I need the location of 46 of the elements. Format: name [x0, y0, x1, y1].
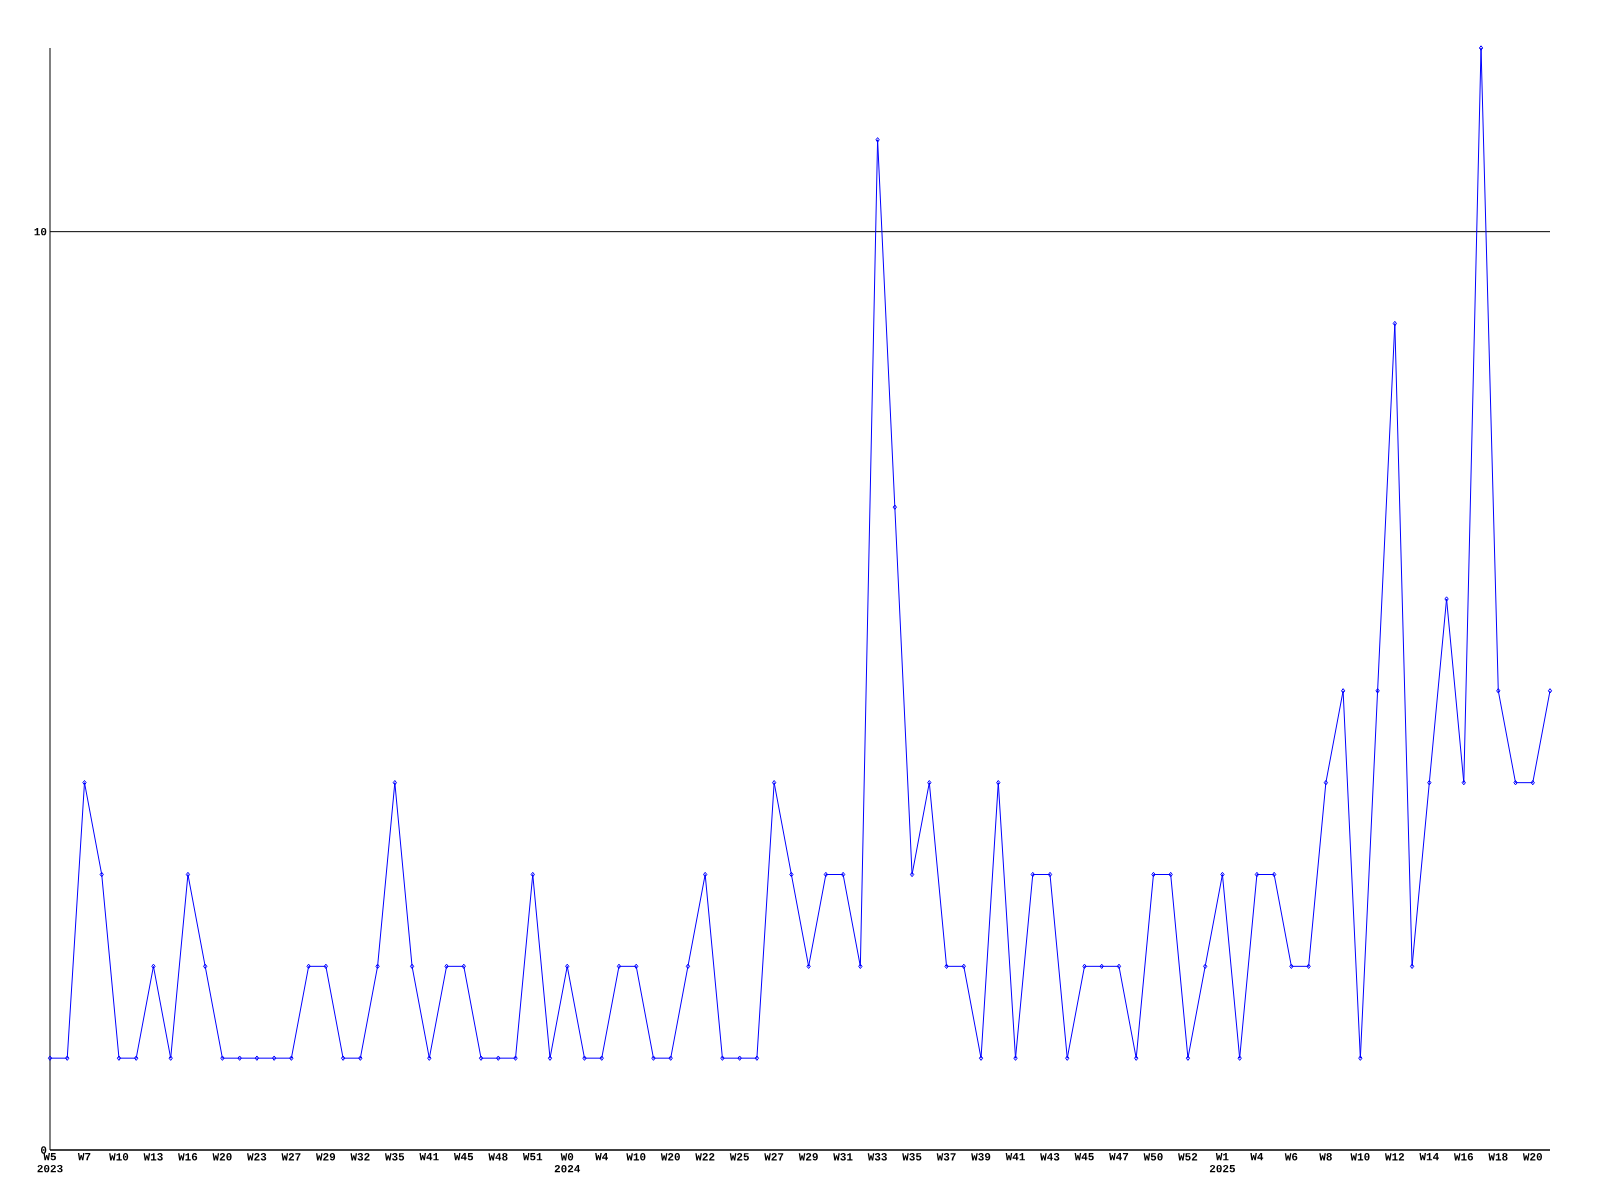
y-tick-label: 0 — [40, 1146, 47, 1154]
x-tick-label: W0 2024 — [554, 1153, 581, 1173]
x-tick-label: W4 — [1250, 1153, 1264, 1161]
x-tick-label: W8 — [1319, 1153, 1332, 1161]
x-tick-label: W7 — [77, 1153, 91, 1161]
x-tick-label: W39 — [971, 1153, 991, 1161]
x-tick-label: W41 — [419, 1153, 439, 1161]
x-tick-label: W20 — [660, 1153, 680, 1161]
x-tick-label: W12 — [1384, 1153, 1405, 1161]
x-tick-label: W29 — [316, 1153, 336, 1161]
x-tick-label: W25 — [729, 1153, 749, 1161]
x-tick-label: W18 — [1488, 1153, 1508, 1161]
x-tick-label: W23 — [247, 1153, 267, 1161]
x-tick-label: W37 — [936, 1153, 956, 1161]
x-tick-label: W10 — [109, 1153, 129, 1161]
x-tick-label: W35 — [902, 1153, 922, 1161]
x-tick-label: W45 — [1074, 1153, 1094, 1161]
x-tick-label: W27 — [764, 1153, 784, 1161]
x-tick-label: W1 2025 — [1209, 1153, 1235, 1173]
x-tick-label: W6 — [1284, 1153, 1298, 1161]
x-tick-label: W52 — [1178, 1153, 1198, 1161]
x-tick-label: W16 — [1453, 1153, 1474, 1161]
x-tick-label: W16 — [178, 1153, 198, 1161]
x-tick-label: W32 — [350, 1153, 370, 1161]
x-tick-label: W51 — [522, 1153, 543, 1161]
x-tick-label: W47 — [1109, 1153, 1129, 1161]
x-tick-label: W14 — [1419, 1153, 1439, 1161]
x-tick-label: W35 — [384, 1153, 405, 1161]
x-tick-label: W43 — [1040, 1153, 1060, 1161]
x-tick-label: W5 2023 — [37, 1153, 63, 1173]
x-tick-label: W29 — [798, 1153, 818, 1161]
y-tick-label: 10 — [34, 227, 47, 236]
x-tick-label: W31 — [833, 1153, 853, 1161]
x-tick-label: W10 — [1350, 1153, 1370, 1161]
x-tick-label: W22 — [695, 1153, 715, 1161]
x-tick-label: W20 — [1522, 1153, 1542, 1161]
x-tick-label: W45 — [453, 1153, 474, 1161]
x-tick-label: W48 — [488, 1153, 508, 1161]
x-tick-label: W41 — [1005, 1153, 1025, 1161]
x-tick-label: W27 — [281, 1153, 301, 1161]
x-tick-label: W20 — [212, 1153, 232, 1161]
x-tick-label: W50 — [1143, 1153, 1163, 1161]
x-tick-label: W13 — [143, 1153, 163, 1161]
x-tick-label: W33 — [867, 1153, 887, 1161]
x-tick-label: W10 — [626, 1153, 646, 1161]
x-tick-label: W4 — [595, 1153, 608, 1161]
